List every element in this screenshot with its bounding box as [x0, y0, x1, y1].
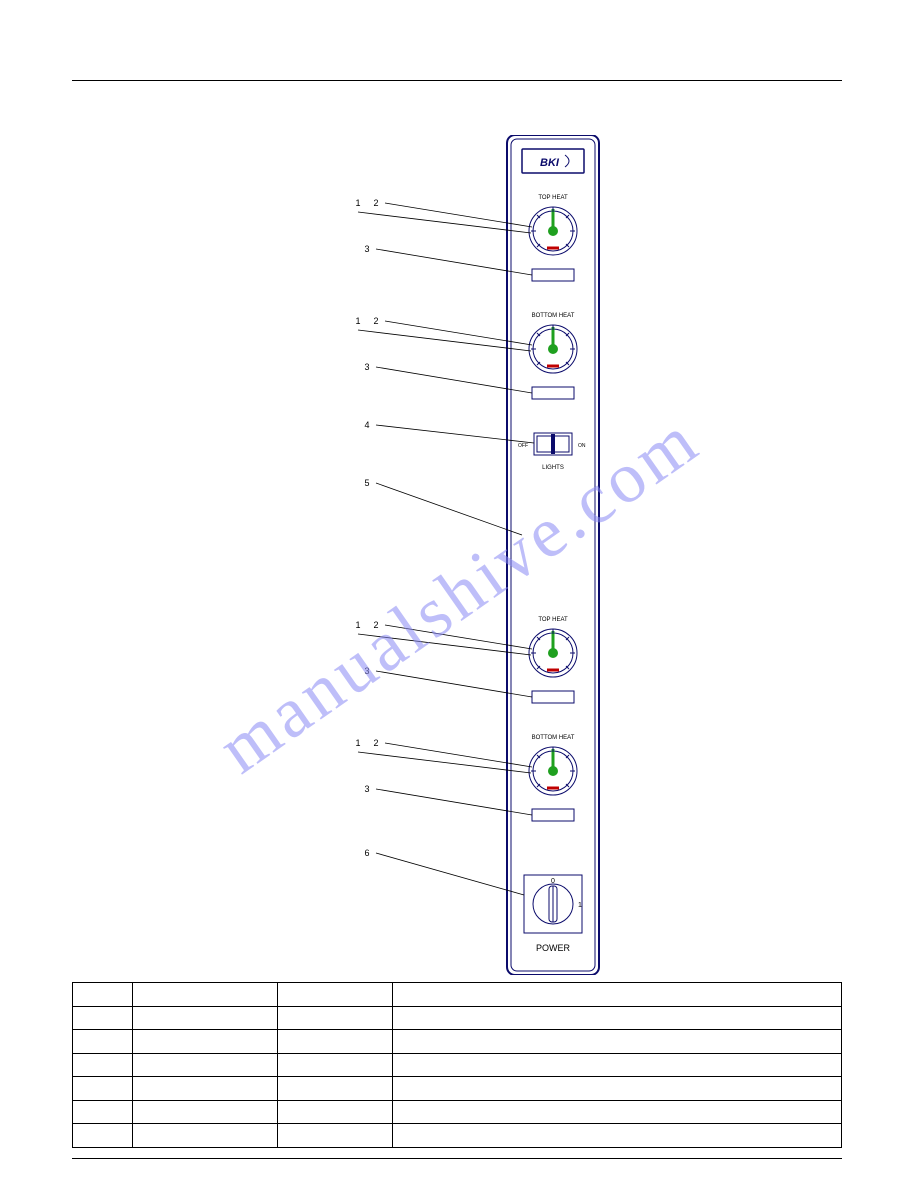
- svg-text:3: 3: [364, 244, 369, 254]
- lights-label: LIGHTS: [542, 465, 564, 471]
- knob-bottom-2: [529, 747, 577, 795]
- svg-text:3: 3: [364, 666, 369, 676]
- svg-text:2: 2: [373, 198, 378, 208]
- rule-top: [72, 80, 842, 81]
- indicator-2: [532, 387, 574, 399]
- svg-text:OFF: OFF: [518, 443, 528, 449]
- knob-top-1: [529, 207, 577, 255]
- svg-text:0: 0: [551, 878, 555, 885]
- control-panel-diagram: BKI TOP HEAT BOTTOM HEAT: [72, 135, 842, 975]
- indicator-1: [532, 269, 574, 281]
- bottom-heat-2-label: BOTTOM HEAT: [532, 735, 575, 741]
- power-switch: 0 1: [524, 875, 582, 933]
- svg-text:1: 1: [355, 620, 360, 630]
- indicator-4: [532, 809, 574, 821]
- svg-text:3: 3: [364, 362, 369, 372]
- indicator-3: [532, 691, 574, 703]
- top-heat-2-label: TOP HEAT: [538, 617, 568, 623]
- brand-label: BKI: [540, 157, 560, 169]
- svg-text:1: 1: [355, 198, 360, 208]
- reference-table: [72, 982, 842, 1148]
- svg-text:2: 2: [373, 620, 378, 630]
- svg-text:ON: ON: [578, 443, 586, 449]
- top-heat-1-label: TOP HEAT: [538, 195, 568, 201]
- knob-top-2: [529, 629, 577, 677]
- svg-text:1: 1: [355, 316, 360, 326]
- svg-text:6: 6: [364, 848, 369, 858]
- lights-switch: OFF ON: [518, 433, 586, 455]
- svg-text:1: 1: [578, 902, 582, 909]
- svg-text:5: 5: [364, 478, 369, 488]
- power-label: POWER: [536, 943, 571, 953]
- svg-text:1: 1: [355, 738, 360, 748]
- svg-text:3: 3: [364, 784, 369, 794]
- svg-text:2: 2: [373, 738, 378, 748]
- svg-text:2: 2: [373, 316, 378, 326]
- bottom-heat-1-label: BOTTOM HEAT: [532, 313, 575, 319]
- rule-bottom: [72, 1158, 842, 1159]
- svg-text:4: 4: [364, 420, 369, 430]
- knob-bottom-1: [529, 325, 577, 373]
